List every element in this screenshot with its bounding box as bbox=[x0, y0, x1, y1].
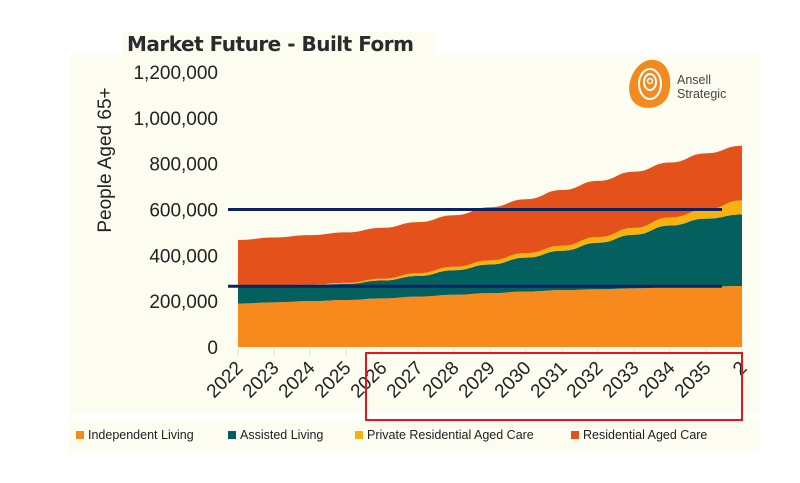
x-tick-label: 2035 bbox=[671, 358, 716, 403]
legend-swatch bbox=[355, 431, 363, 439]
legend-label: Private Residential Aged Care bbox=[367, 428, 534, 442]
area-residential-aged-care bbox=[238, 145, 742, 287]
area-assisted-living bbox=[238, 214, 742, 304]
legend-item: Residential Aged Care bbox=[571, 428, 707, 442]
title-background bbox=[122, 32, 436, 60]
x-tick-label: 2032 bbox=[563, 358, 608, 403]
y-axis-label: People Aged 65+ bbox=[95, 87, 116, 232]
y-tick-label: 600,000 bbox=[149, 201, 218, 222]
legend-swatch bbox=[76, 431, 84, 439]
x-tick-label: 2030 bbox=[491, 358, 536, 403]
y-tick-label: 800,000 bbox=[149, 155, 218, 176]
highlight-box bbox=[365, 352, 743, 421]
x-tick-label: 2027 bbox=[383, 358, 428, 403]
x-tick-label: 2026 bbox=[347, 358, 392, 403]
y-tick-label: 0 bbox=[207, 338, 218, 359]
x-tick-label: 2029 bbox=[455, 358, 500, 403]
x-tick-label: 2023 bbox=[239, 358, 284, 403]
legend-label: Assisted Living bbox=[240, 428, 324, 442]
chart-title: Market Future - Built Form bbox=[127, 32, 414, 56]
x-tick-label: 2024 bbox=[275, 357, 320, 402]
logo-text: Ansell Strategic bbox=[677, 73, 726, 101]
legend-swatch bbox=[571, 431, 579, 439]
x-tick-label: 2033 bbox=[599, 358, 644, 403]
x-tick-label: 2025 bbox=[311, 358, 356, 403]
legend-item: Independent Living bbox=[76, 428, 194, 442]
area-independent-living bbox=[238, 286, 742, 347]
legend-label: Independent Living bbox=[88, 428, 194, 442]
x-tick-label: 2034 bbox=[635, 357, 680, 402]
x-tick-label: 2031 bbox=[527, 358, 572, 403]
logo-icon bbox=[629, 59, 671, 108]
legend-item: Private Residential Aged Care bbox=[355, 428, 534, 442]
y-tick-label: 200,000 bbox=[149, 292, 218, 313]
x-tick-label: 2028 bbox=[419, 358, 464, 403]
legend-label: Residential Aged Care bbox=[583, 428, 708, 442]
y-tick-label: 1,000,000 bbox=[133, 109, 218, 130]
y-tick-label: 1,200,000 bbox=[133, 63, 218, 84]
x-tick-label: 2022 bbox=[203, 358, 248, 403]
y-tick-label: 400,000 bbox=[149, 246, 218, 267]
legend-item: Assisted Living bbox=[228, 428, 323, 442]
legend-swatch bbox=[228, 431, 236, 439]
logo-line1: Ansell bbox=[677, 73, 712, 87]
logo-line2: Strategic bbox=[677, 87, 727, 101]
x-tick-label: 2 bbox=[729, 358, 751, 380]
legend-bar bbox=[70, 420, 760, 452]
